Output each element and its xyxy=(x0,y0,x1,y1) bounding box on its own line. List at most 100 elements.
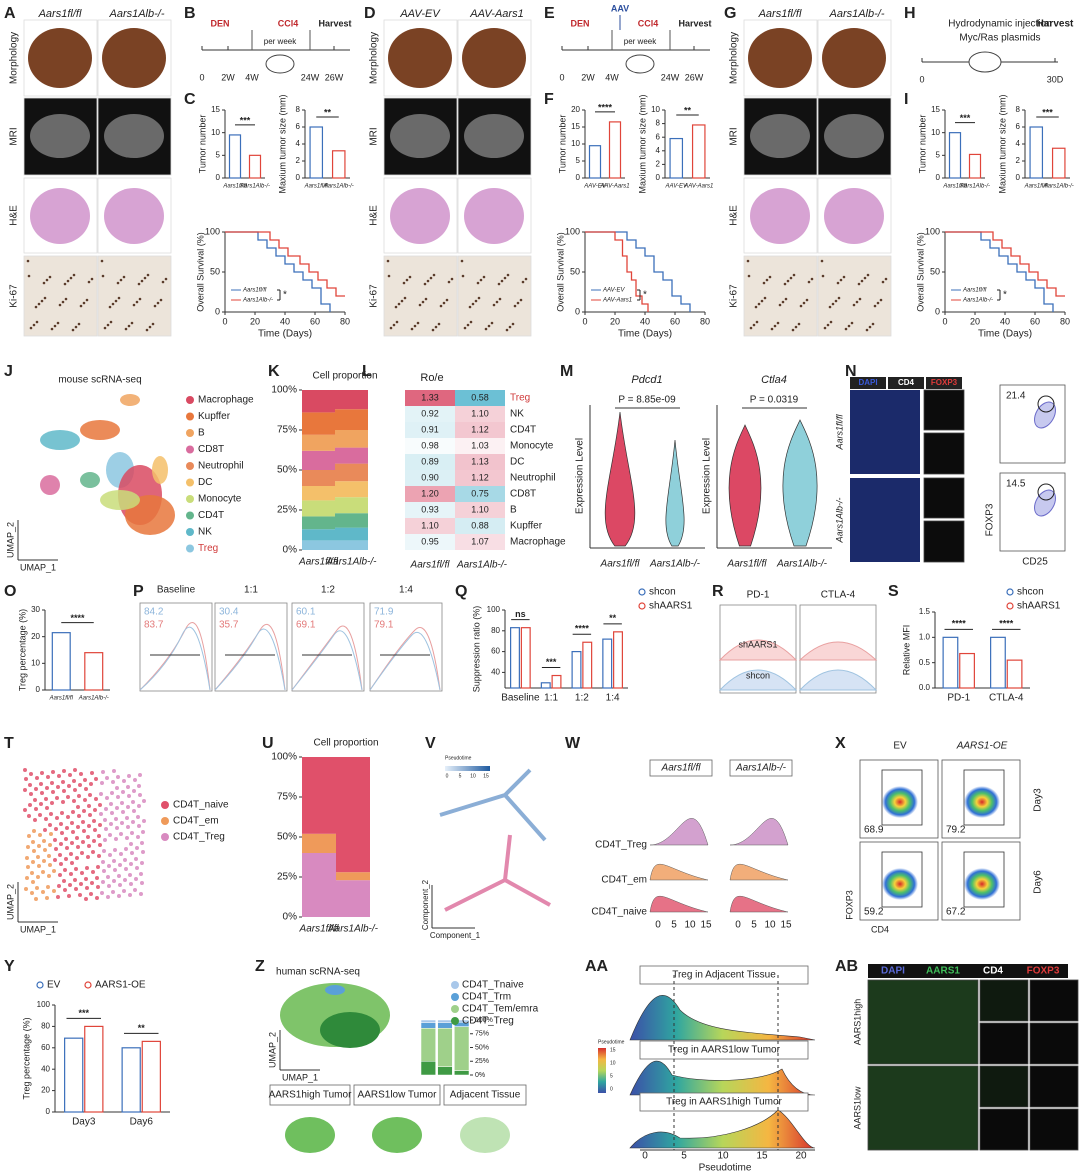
heat-cell xyxy=(405,390,455,406)
nucleus xyxy=(114,299,118,303)
cell-point xyxy=(45,786,49,790)
cell-point xyxy=(112,859,116,863)
cell-point xyxy=(103,818,107,822)
cell-label: 0.88 xyxy=(471,520,489,530)
nucleus xyxy=(468,305,472,309)
nucleus xyxy=(820,259,824,263)
nucleus xyxy=(858,297,862,301)
y-axis-label: Treg percentage (%) xyxy=(21,1017,31,1099)
cell-label: 1.07 xyxy=(471,536,489,546)
chart-title: mouse scRNA-seq xyxy=(58,375,141,386)
nucleus xyxy=(755,320,759,324)
nucleus xyxy=(27,274,31,278)
cell-point xyxy=(120,801,124,805)
bar-segment xyxy=(335,447,368,464)
cell-point xyxy=(23,788,27,792)
channel-label: DAPI xyxy=(881,966,905,977)
bar xyxy=(959,652,975,689)
cell-point xyxy=(63,888,67,892)
cell-label: 0.93 xyxy=(421,504,439,514)
y-tick-label: 5 xyxy=(936,150,941,159)
y-tick-label: 0 xyxy=(656,173,661,182)
bar xyxy=(602,638,613,689)
nucleus xyxy=(471,302,475,306)
cell-point xyxy=(56,785,60,789)
cell-point xyxy=(69,852,73,856)
cell-point xyxy=(95,876,99,880)
cell-point xyxy=(107,864,111,868)
bar-segment xyxy=(302,500,335,517)
colorbar xyxy=(598,1048,606,1093)
nucleus xyxy=(26,259,30,263)
nucleus xyxy=(871,322,875,326)
cell-label: 0.90 xyxy=(421,472,439,482)
axis-label: CD25 xyxy=(1022,557,1048,568)
row-label: MRI xyxy=(729,127,740,145)
axis-label: UMAP_2 xyxy=(267,1032,277,1068)
cell-point xyxy=(48,843,52,847)
cell-point xyxy=(87,844,91,848)
timeline-label: 2W xyxy=(581,72,595,82)
heat-cell xyxy=(405,502,455,518)
cell-point xyxy=(70,821,74,825)
cell-point xyxy=(129,882,133,886)
column-label: Aars1fl/fl xyxy=(410,560,451,571)
cell-point xyxy=(115,806,119,810)
y-axis-label: Expression Level xyxy=(702,438,713,514)
nucleus xyxy=(881,280,885,284)
timeline-label: 4W xyxy=(245,72,259,82)
nucleus xyxy=(746,259,750,263)
channel-label: FOXP3 xyxy=(1027,966,1060,977)
axis-label: Component_2 xyxy=(421,879,430,930)
bar-segment xyxy=(437,1022,453,1029)
trajectory xyxy=(444,834,551,912)
cell-point xyxy=(25,856,29,860)
nucleus xyxy=(807,280,811,284)
legend-label: DC xyxy=(198,477,212,488)
flow-density xyxy=(964,786,1000,818)
cell-label: 0.92 xyxy=(421,408,439,418)
colorbar-tick: 5 xyxy=(610,1073,613,1079)
nucleus xyxy=(868,325,872,329)
row-label: CD4T_naive xyxy=(591,907,647,918)
cell-point xyxy=(108,833,112,837)
bar-segment xyxy=(335,463,368,482)
he-section xyxy=(824,188,884,244)
cell-point xyxy=(65,826,69,830)
column-header: Aars1Alb-/- xyxy=(828,8,884,20)
cell-point xyxy=(135,846,139,850)
cell-point xyxy=(127,794,131,798)
nucleus xyxy=(386,259,390,263)
nucleus xyxy=(852,303,856,307)
legend-label: CD4T_Trm xyxy=(462,992,511,1003)
cell-point xyxy=(73,878,77,882)
column-header: Aars1fl/fl xyxy=(38,8,82,20)
cell-point xyxy=(84,787,88,791)
legend-label: Aars1Alb-/- xyxy=(242,298,273,304)
y-axis-label: Overall Survival (%) xyxy=(915,232,925,312)
cell-point xyxy=(39,782,43,786)
bar-segment xyxy=(454,1070,470,1076)
cell-point xyxy=(92,819,96,823)
y-tick-label: 25% xyxy=(475,1058,489,1065)
ridge-title: Treg in Adjacent Tissue xyxy=(672,970,776,981)
heat-cell xyxy=(455,534,505,550)
chart-title: Cell proportion xyxy=(313,738,378,749)
row-label: Ki-67 xyxy=(369,284,380,308)
y-tick-label: 0 xyxy=(296,173,301,182)
x-tick-label: Aars1Alb-/- xyxy=(776,559,828,570)
cell-point xyxy=(111,890,115,894)
cell-point xyxy=(29,772,33,776)
cell-point xyxy=(110,791,114,795)
legend-marker xyxy=(451,1017,459,1025)
nucleus xyxy=(770,327,774,331)
nucleus xyxy=(56,321,60,325)
cell-point xyxy=(118,863,122,867)
nucleus xyxy=(482,275,486,279)
legend-label: Treg xyxy=(198,543,218,554)
nucleus xyxy=(792,273,796,277)
cell-point xyxy=(60,831,64,835)
plot-title: 1:2 xyxy=(321,585,335,596)
significance: *** xyxy=(1042,107,1053,117)
